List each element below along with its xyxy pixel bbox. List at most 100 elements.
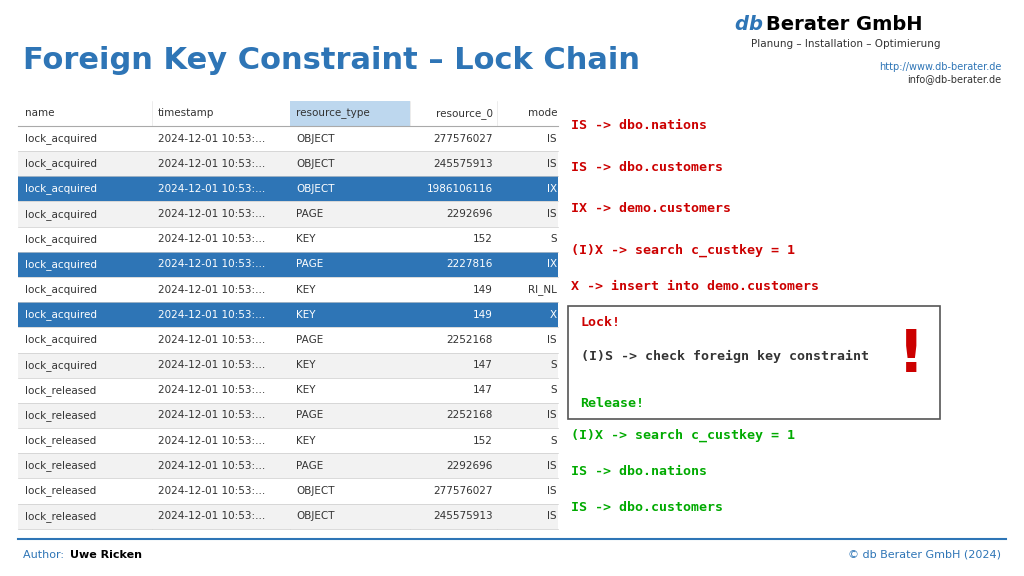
Text: IS: IS — [548, 461, 557, 471]
Text: X: X — [550, 310, 557, 320]
Text: 2252168: 2252168 — [446, 335, 493, 345]
Text: IS -> dbo.customers: IS -> dbo.customers — [571, 161, 723, 173]
FancyBboxPatch shape — [18, 277, 558, 302]
Text: resource_type: resource_type — [296, 108, 370, 119]
FancyBboxPatch shape — [18, 227, 558, 252]
Text: Author:: Author: — [23, 550, 67, 560]
Text: IS: IS — [548, 159, 557, 169]
FancyBboxPatch shape — [18, 403, 558, 428]
FancyBboxPatch shape — [18, 378, 558, 403]
Text: 152: 152 — [473, 435, 493, 446]
Text: IS: IS — [548, 411, 557, 420]
Text: KEY: KEY — [296, 285, 315, 294]
Text: info@db-berater.de: info@db-berater.de — [907, 74, 1001, 85]
Text: S: S — [551, 360, 557, 370]
Text: X -> insert into demo.customers: X -> insert into demo.customers — [571, 281, 819, 293]
Text: lock_released: lock_released — [25, 385, 96, 396]
Text: 2024-12-01 10:53:...: 2024-12-01 10:53:... — [158, 335, 265, 345]
FancyBboxPatch shape — [18, 428, 558, 453]
Text: lock_acquired: lock_acquired — [25, 335, 96, 346]
Text: 2024-12-01 10:53:...: 2024-12-01 10:53:... — [158, 259, 265, 270]
Text: IX: IX — [547, 184, 557, 194]
Text: 2024-12-01 10:53:...: 2024-12-01 10:53:... — [158, 360, 265, 370]
Text: lock_acquired: lock_acquired — [25, 234, 96, 245]
FancyBboxPatch shape — [568, 306, 940, 419]
Text: lock_released: lock_released — [25, 460, 96, 471]
Text: 2024-12-01 10:53:...: 2024-12-01 10:53:... — [158, 184, 265, 194]
Text: 2024-12-01 10:53:...: 2024-12-01 10:53:... — [158, 234, 265, 244]
Text: S: S — [551, 385, 557, 395]
Text: 149: 149 — [473, 285, 493, 294]
Text: 2024-12-01 10:53:...: 2024-12-01 10:53:... — [158, 411, 265, 420]
Text: 2024-12-01 10:53:...: 2024-12-01 10:53:... — [158, 385, 265, 395]
Text: 2024-12-01 10:53:...: 2024-12-01 10:53:... — [158, 209, 265, 219]
Text: 2252168: 2252168 — [446, 411, 493, 420]
Text: KEY: KEY — [296, 435, 315, 446]
Text: Uwe Ricken: Uwe Ricken — [70, 550, 141, 560]
Text: lock_released: lock_released — [25, 410, 96, 421]
Text: lock_released: lock_released — [25, 486, 96, 497]
Text: lock_released: lock_released — [25, 511, 96, 522]
Text: IS: IS — [548, 486, 557, 496]
Text: lock_released: lock_released — [25, 435, 96, 446]
Text: name: name — [25, 108, 54, 119]
Text: 147: 147 — [473, 385, 493, 395]
FancyBboxPatch shape — [18, 151, 558, 176]
Text: 2227816: 2227816 — [446, 259, 493, 270]
FancyBboxPatch shape — [18, 353, 558, 378]
Text: KEY: KEY — [296, 360, 315, 370]
Text: © db Berater GmbH (2024): © db Berater GmbH (2024) — [849, 550, 1001, 560]
Text: 2292696: 2292696 — [446, 461, 493, 471]
Text: 2024-12-01 10:53:...: 2024-12-01 10:53:... — [158, 511, 265, 521]
Text: IS: IS — [548, 511, 557, 521]
Text: KEY: KEY — [296, 385, 315, 395]
Text: OBJECT: OBJECT — [296, 184, 335, 194]
Text: 2024-12-01 10:53:...: 2024-12-01 10:53:... — [158, 435, 265, 446]
Text: 2024-12-01 10:53:...: 2024-12-01 10:53:... — [158, 486, 265, 496]
Text: OBJECT: OBJECT — [296, 134, 335, 143]
Text: RI_NL: RI_NL — [528, 284, 557, 295]
Text: KEY: KEY — [296, 234, 315, 244]
Text: Release!: Release! — [581, 397, 645, 410]
Text: lock_acquired: lock_acquired — [25, 209, 96, 219]
FancyBboxPatch shape — [18, 453, 558, 479]
Text: 149: 149 — [473, 310, 493, 320]
Text: S: S — [551, 435, 557, 446]
Text: !: ! — [898, 328, 925, 384]
Text: Lock!: Lock! — [581, 316, 621, 329]
Text: PAGE: PAGE — [296, 209, 324, 219]
Text: lock_acquired: lock_acquired — [25, 184, 96, 194]
Text: OBJECT: OBJECT — [296, 486, 335, 496]
Text: lock_acquired: lock_acquired — [25, 359, 96, 370]
FancyBboxPatch shape — [18, 327, 558, 353]
Text: mode: mode — [527, 108, 557, 119]
FancyBboxPatch shape — [18, 126, 558, 151]
Text: 147: 147 — [473, 360, 493, 370]
FancyBboxPatch shape — [18, 479, 558, 503]
FancyBboxPatch shape — [18, 176, 558, 202]
Text: timestamp: timestamp — [158, 108, 214, 119]
Text: IX -> demo.customers: IX -> demo.customers — [571, 202, 731, 215]
Text: lock_acquired: lock_acquired — [25, 259, 96, 270]
Text: 277576027: 277576027 — [433, 134, 493, 143]
Text: KEY: KEY — [296, 310, 315, 320]
Text: OBJECT: OBJECT — [296, 159, 335, 169]
Text: (I)S -> check foreign key constraint: (I)S -> check foreign key constraint — [581, 350, 868, 362]
FancyBboxPatch shape — [290, 101, 410, 126]
Text: lock_acquired: lock_acquired — [25, 158, 96, 169]
Text: (I)X -> search c_custkey = 1: (I)X -> search c_custkey = 1 — [571, 243, 796, 257]
Text: Foreign Key Constraint – Lock Chain: Foreign Key Constraint – Lock Chain — [23, 46, 640, 75]
Text: PAGE: PAGE — [296, 461, 324, 471]
FancyBboxPatch shape — [18, 202, 558, 227]
FancyBboxPatch shape — [18, 252, 558, 277]
Text: IS -> dbo.nations: IS -> dbo.nations — [571, 465, 708, 478]
Text: db: db — [735, 16, 770, 34]
Text: 245575913: 245575913 — [433, 159, 493, 169]
FancyBboxPatch shape — [18, 503, 558, 529]
Text: 2024-12-01 10:53:...: 2024-12-01 10:53:... — [158, 134, 265, 143]
Text: IS -> dbo.nations: IS -> dbo.nations — [571, 119, 708, 132]
Text: lock_acquired: lock_acquired — [25, 284, 96, 295]
Text: OBJECT: OBJECT — [296, 511, 335, 521]
Text: PAGE: PAGE — [296, 411, 324, 420]
Text: PAGE: PAGE — [296, 335, 324, 345]
